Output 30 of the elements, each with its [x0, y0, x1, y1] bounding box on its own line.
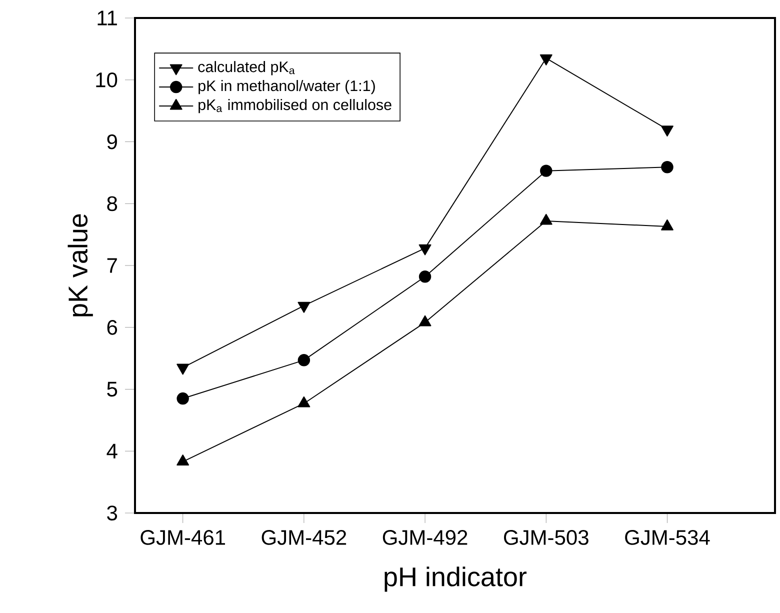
point — [298, 396, 310, 408]
point — [176, 454, 190, 466]
point — [661, 126, 674, 136]
x-tick-label: GJM-461 — [140, 530, 225, 545]
y-tick-label: 5 — [107, 382, 118, 397]
x-tick-label: GJM-492 — [382, 530, 468, 545]
point — [540, 54, 552, 66]
x-tick-label: GJM-452 — [262, 530, 346, 545]
y-tick-label: 3 — [107, 506, 118, 520]
legend-label: pK$_{a}$ immobilised on cellulose — [198, 98, 392, 114]
point — [418, 315, 432, 326]
point — [661, 161, 674, 174]
x-tick-label: GJM-534 — [625, 530, 710, 545]
x-tick-label: GJM-503 — [504, 530, 588, 545]
y-tick-label: 9 — [107, 134, 117, 150]
y-tick-label: 7 — [107, 258, 117, 273]
legend-label: calculated pK$_{a}$ — [198, 61, 295, 76]
x-axis-title: pH indicator — [384, 566, 527, 592]
point — [418, 270, 432, 283]
point — [298, 354, 310, 366]
y-tick-label: 10 — [96, 72, 118, 88]
y-tick-label: 11 — [98, 10, 117, 26]
y-axis-title: pK value — [68, 214, 93, 316]
y-tick-label: 4 — [106, 444, 118, 458]
y-tick-label: 8 — [107, 196, 118, 212]
legend-label: pK in methanol/water (1:1) — [198, 80, 375, 94]
point — [176, 392, 189, 405]
y-tick-label: 6 — [107, 320, 118, 335]
point — [418, 244, 432, 256]
point — [540, 164, 552, 177]
